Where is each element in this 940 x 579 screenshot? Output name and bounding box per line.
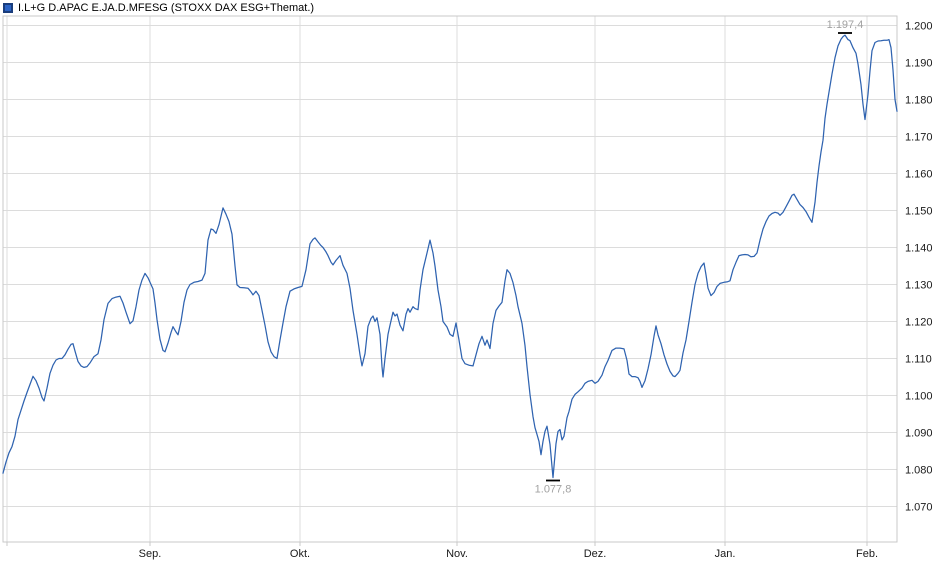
high-annotation-label: 1.197,4 xyxy=(827,19,864,31)
y-tick-label: 1.100 xyxy=(905,391,933,403)
y-tick-label: 1.070 xyxy=(905,502,933,514)
y-tick-label: 1.090 xyxy=(905,428,933,440)
y-tick-label: 1.200 xyxy=(905,21,933,33)
low-annotation-label: 1.077,8 xyxy=(535,484,572,496)
y-gridlines xyxy=(3,25,897,507)
high-annotation: 1.197,4 xyxy=(827,19,864,34)
y-tick-label: 1.080 xyxy=(905,465,933,477)
y-tick-label: 1.140 xyxy=(905,243,933,255)
x-tick-label: Jan. xyxy=(715,548,736,560)
x-tick-label: Feb. xyxy=(856,548,878,560)
x-axis-labels: Sep. Okt. Nov. Dez. Jan. Feb. xyxy=(139,548,878,560)
series-swatch-icon xyxy=(3,3,13,13)
x-tick-label: Sep. xyxy=(139,548,162,560)
chart-frame xyxy=(2,15,898,543)
price-line xyxy=(2,34,898,479)
x-tick-label: Nov. xyxy=(446,548,468,560)
low-annotation: 1.077,8 xyxy=(535,479,572,496)
x-tick-label: Dez. xyxy=(584,548,607,560)
y-axis-labels: 1.200 1.190 1.180 1.170 1.160 1.150 1.140 1.130… xyxy=(905,21,933,514)
y-tick-label: 1.170 xyxy=(905,132,933,144)
y-tick-label: 1.190 xyxy=(905,58,933,70)
y-tick-label: 1.160 xyxy=(905,169,933,181)
y-tick-label: 1.130 xyxy=(905,280,933,292)
chart-title: I.L+G D.APAC E.JA.D.MFESG (STOXX DAX ESG… xyxy=(18,2,315,14)
y-tick-label: 1.150 xyxy=(905,206,933,218)
chart-legend: I.L+G D.APAC E.JA.D.MFESG (STOXX DAX ESG… xyxy=(3,2,314,14)
y-tick-label: 1.120 xyxy=(905,317,933,329)
y-tick-label: 1.110 xyxy=(905,354,932,366)
y-tick-label: 1.180 xyxy=(905,95,933,107)
x-tick-label: Okt. xyxy=(290,548,310,560)
